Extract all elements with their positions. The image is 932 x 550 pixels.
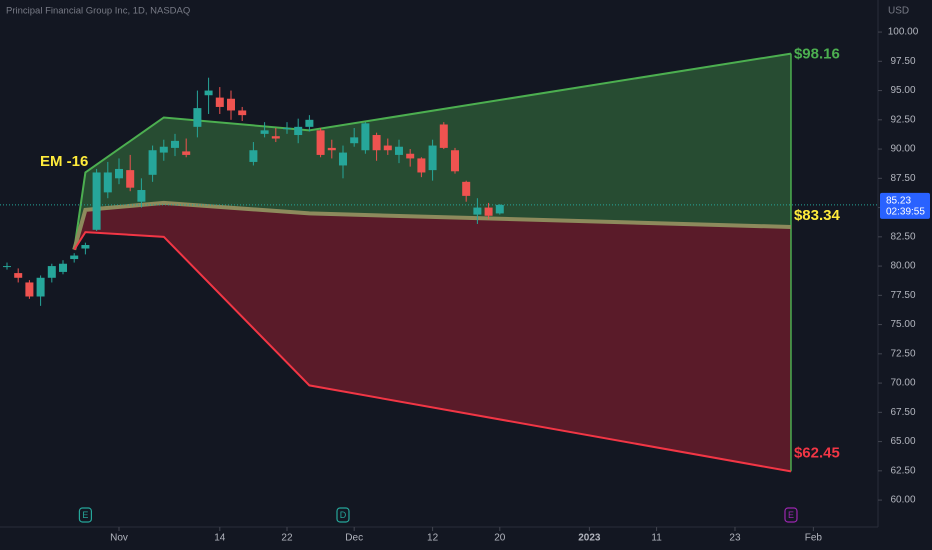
candle-body <box>126 170 135 188</box>
band-label: $98.16 <box>794 46 840 63</box>
band-line <box>73 52 792 250</box>
candle-body <box>92 172 101 230</box>
candle-body <box>294 126 303 136</box>
candle-body <box>327 147 336 151</box>
candle-body <box>170 140 179 148</box>
y-tick-label: 65.00 <box>890 436 915 447</box>
y-tick-label: 70.00 <box>890 378 915 389</box>
y-tick-label: 95.00 <box>890 85 915 96</box>
currency: USD <box>888 6 909 17</box>
event-icon <box>784 507 798 523</box>
candle-body <box>159 146 168 153</box>
candle-body <box>394 146 403 155</box>
annotation: EM -16 <box>40 153 88 170</box>
candle-body <box>484 207 493 216</box>
candle-body <box>495 204 504 214</box>
candle-body <box>417 158 426 173</box>
candle-body <box>137 190 146 202</box>
lower-fill <box>74 202 791 472</box>
y-tick-label: 77.50 <box>890 290 915 301</box>
candle-body <box>204 90 213 96</box>
y-tick-label: 97.50 <box>890 56 915 67</box>
candle-body <box>148 150 157 175</box>
candle-body <box>2 266 11 268</box>
countdown: 02:39:55 <box>886 207 925 218</box>
candle-body <box>282 128 291 130</box>
candle-body <box>103 172 112 193</box>
last-price-label: 85.23 <box>886 196 911 207</box>
candle-body <box>372 135 381 151</box>
y-tick-label: 72.50 <box>890 348 915 359</box>
candle-body <box>350 137 359 144</box>
x-tick-label: 23 <box>729 533 741 544</box>
y-tick-label: 80.00 <box>890 261 915 272</box>
event-icon <box>78 507 92 523</box>
x-tick-label: 2023 <box>578 533 601 544</box>
candle-body <box>338 152 347 166</box>
candle-body <box>114 168 123 179</box>
candle-body <box>316 130 325 155</box>
candle-body <box>193 108 202 127</box>
x-tick-label: Feb <box>805 533 823 544</box>
y-tick-label: 100.00 <box>888 27 919 38</box>
candle-body <box>428 145 437 171</box>
x-tick-label: 22 <box>281 533 293 544</box>
last-price-box <box>880 192 930 219</box>
x-tick-label: Nov <box>110 533 128 544</box>
candle-body <box>383 145 392 151</box>
event-label: D <box>340 510 347 520</box>
y-tick-label: 92.50 <box>890 114 915 125</box>
candle-body <box>473 207 482 215</box>
candle-body <box>260 130 269 134</box>
candle-body <box>462 181 471 196</box>
candle-body <box>238 110 247 116</box>
band-label: $83.34 <box>794 207 841 224</box>
candle-body <box>406 153 415 159</box>
candle-body <box>450 150 459 172</box>
x-tick-label: 20 <box>494 533 506 544</box>
candle-body <box>215 97 224 107</box>
candle-body <box>271 136 280 139</box>
x-tick-label: 11 <box>651 533 662 544</box>
candle-body <box>47 266 56 278</box>
x-tick-label: 12 <box>427 533 439 544</box>
band-line <box>73 231 792 473</box>
event-label: E <box>788 510 794 520</box>
candle-body <box>439 124 448 148</box>
y-tick-label: 82.50 <box>890 231 915 242</box>
x-tick-label: 14 <box>214 533 226 544</box>
candle-body <box>305 119 314 127</box>
candle-body <box>182 151 191 155</box>
event-label: E <box>82 510 88 520</box>
candle-body <box>14 273 23 278</box>
candle-body <box>70 255 79 260</box>
y-tick-label: 67.50 <box>890 407 915 418</box>
candle-body <box>81 245 90 249</box>
event-icon <box>336 507 350 523</box>
y-tick-label: 60.00 <box>890 495 915 506</box>
candle-body <box>25 282 34 297</box>
candle-body <box>36 277 45 297</box>
band-line <box>72 200 792 251</box>
candle-body <box>249 150 258 162</box>
x-tick-label: Dec <box>345 533 363 544</box>
y-tick-label: 87.50 <box>890 173 915 184</box>
y-tick-label: 62.50 <box>890 465 915 476</box>
candle-body <box>361 123 370 151</box>
y-tick-label: 90.00 <box>890 144 915 155</box>
candle-body <box>58 263 67 272</box>
chart-title: Principal Financial Group Inc, 1D, NASDA… <box>6 6 190 17</box>
y-tick-label: 75.00 <box>890 319 915 330</box>
candle-body <box>226 98 235 111</box>
band-label: $62.45 <box>794 444 840 461</box>
